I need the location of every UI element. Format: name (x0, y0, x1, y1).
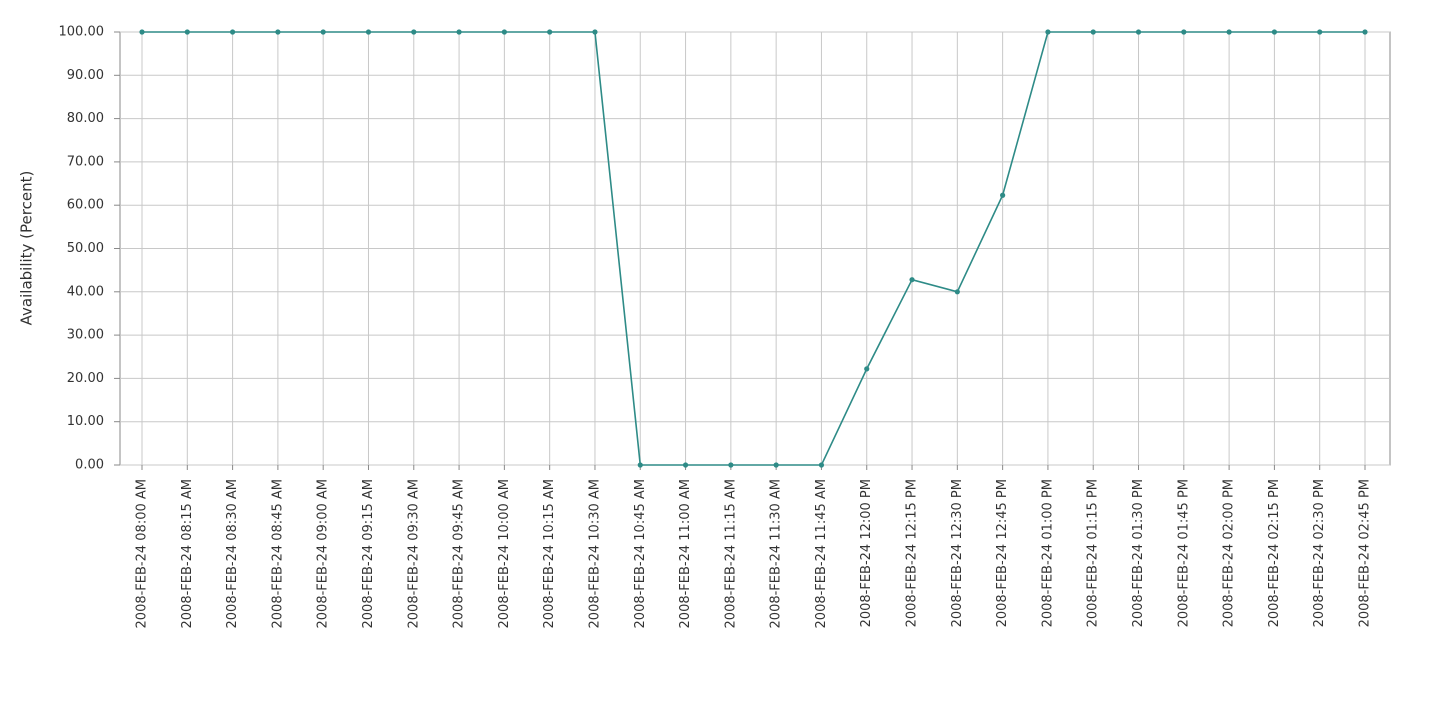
x-tick-label: 2008-FEB-24 11:45 AM (814, 479, 829, 628)
data-point (1181, 29, 1187, 35)
x-tick-label: 2008-FEB-24 10:30 AM (587, 479, 602, 628)
data-line (142, 31, 1365, 466)
y-tick-label: 70.00 (67, 154, 104, 169)
y-tick-label: 40.00 (67, 284, 104, 299)
data-point (954, 289, 960, 295)
data-point (818, 462, 825, 468)
x-tick-label: 2008-FEB-24 11:00 AM (678, 479, 693, 628)
x-tick-label: 2008-FEB-24 09:45 AM (452, 479, 467, 628)
data-point (1317, 29, 1323, 35)
x-tick-label: 2008-FEB-24 11:15 AM (723, 479, 738, 628)
data-point (365, 29, 372, 35)
x-tick-label: 2008-FEB-24 12:30 PM (950, 479, 965, 627)
x-tick-label: 2008-FEB-24 09:00 AM (316, 479, 331, 628)
data-point (139, 29, 145, 35)
data-point (1226, 29, 1232, 35)
x-tick-label: 2008-FEB-24 01:45 PM (1176, 479, 1191, 627)
data-point (592, 29, 598, 35)
x-tick-label: 2008-FEB-24 08:30 AM (225, 479, 240, 628)
y-tick-label: 0.00 (75, 458, 104, 473)
y-axis-title: Availability (Percent) (18, 171, 36, 326)
x-tick-label: 2008-FEB-24 12:15 PM (905, 479, 920, 627)
data-point (909, 277, 915, 283)
x-tick-label: 2008-FEB-24 01:30 PM (1131, 479, 1146, 627)
x-tick-label: 2008-FEB-24 09:15 AM (361, 479, 376, 628)
y-tick-label: 80.00 (67, 111, 104, 126)
y-tick-label: 90.00 (67, 68, 104, 83)
data-point (411, 29, 417, 35)
data-point (1271, 29, 1278, 35)
x-tick-label: 2008-FEB-24 02:15 PM (1267, 479, 1282, 627)
data-point (547, 29, 553, 35)
x-tick-label: 2008-FEB-24 08:00 AM (135, 479, 150, 628)
y-tick-label: 30.00 (67, 328, 104, 343)
data-point (456, 29, 462, 35)
y-tick-label: 100.00 (59, 25, 105, 40)
data-point (1000, 192, 1006, 198)
data-point (1135, 29, 1142, 35)
data-point (229, 29, 236, 35)
x-tick-label: 2008-FEB-24 08:15 AM (180, 479, 195, 628)
x-tick-label: 2008-FEB-24 10:15 AM (542, 479, 557, 628)
data-point (728, 462, 734, 468)
y-tick-label: 60.00 (67, 198, 104, 213)
data-point (184, 29, 190, 35)
x-tick-label: 2008-FEB-24 09:30 AM (406, 479, 421, 628)
x-tick-label: 2008-FEB-24 02:30 PM (1312, 479, 1327, 627)
x-tick-label: 2008-FEB-24 11:30 AM (769, 479, 784, 628)
y-tick-label: 20.00 (67, 371, 104, 386)
data-point (275, 29, 281, 35)
x-tick-label: 2008-FEB-24 08:45 AM (270, 479, 285, 628)
y-tick-label: 10.00 (67, 414, 104, 429)
y-tick-label: 50.00 (67, 241, 104, 256)
data-point (637, 462, 643, 468)
data-point (1362, 29, 1368, 35)
x-tick-label: 2008-FEB-24 12:00 PM (859, 479, 874, 627)
x-tick-label: 2008-FEB-24 10:45 AM (633, 479, 648, 628)
data-point (682, 462, 689, 468)
data-point (501, 29, 507, 35)
x-tick-label: 2008-FEB-24 02:00 PM (1222, 479, 1237, 627)
x-tick-label: 2008-FEB-24 01:15 PM (1086, 479, 1101, 627)
data-point (1090, 29, 1096, 35)
x-tick-label: 2008-FEB-24 10:00 AM (497, 479, 512, 628)
data-point (320, 29, 326, 35)
data-point (864, 366, 870, 372)
x-tick-label: 2008-FEB-24 12:45 PM (995, 479, 1010, 627)
data-point (1045, 29, 1051, 35)
x-tick-label: 2008-FEB-24 02:45 PM (1358, 479, 1373, 627)
x-tick-label: 2008-FEB-24 01:00 PM (1040, 479, 1055, 627)
data-point (773, 462, 779, 468)
